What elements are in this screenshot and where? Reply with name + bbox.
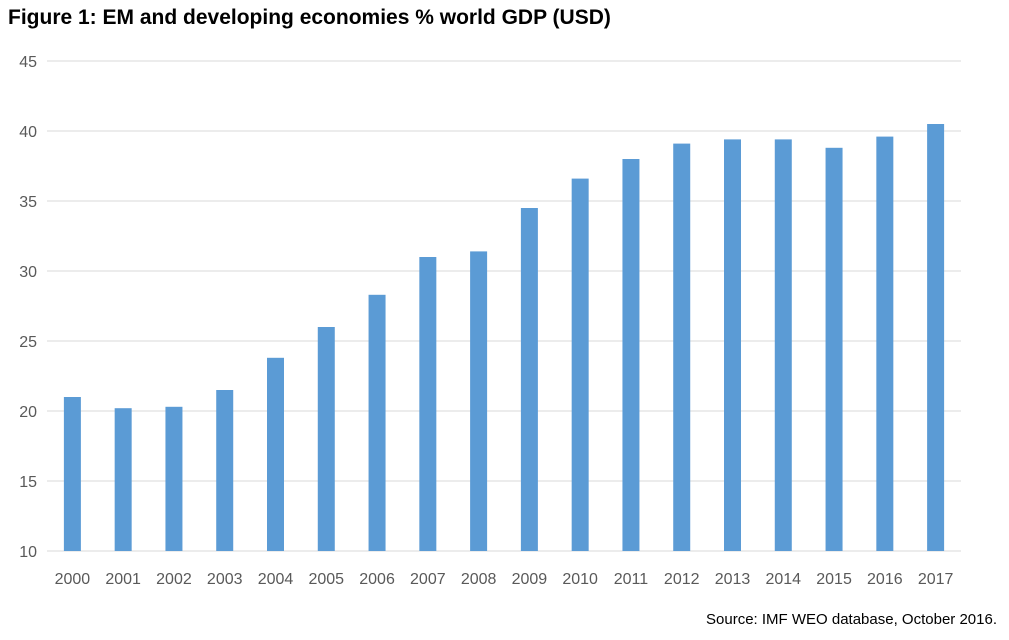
bar-2014 <box>774 139 792 551</box>
bar-2012 <box>673 143 691 551</box>
y-tick-label: 15 <box>19 474 37 491</box>
y-tick-label: 35 <box>19 194 37 211</box>
x-tick-label: 2012 <box>664 571 700 588</box>
x-tick-label: 2010 <box>562 571 598 588</box>
bars <box>63 124 945 552</box>
bar-2010 <box>571 178 589 551</box>
x-tick-label: 2015 <box>816 571 852 588</box>
x-axis-ticks: 2000 2001 2002 2003 2004 2005 2006 2007 2008 2009… <box>55 571 954 588</box>
x-tick-label: 2013 <box>715 571 751 588</box>
x-tick-label: 2005 <box>308 571 344 588</box>
bar-2006 <box>368 294 386 551</box>
gridlines <box>47 60 961 552</box>
bar-2001 <box>114 408 132 551</box>
x-tick-label: 2009 <box>512 571 548 588</box>
y-axis-ticks: 10 15 20 25 30 35 40 45 <box>19 54 37 561</box>
bar-2003 <box>216 390 234 551</box>
x-tick-label: 2016 <box>867 571 903 588</box>
x-tick-label: 2002 <box>156 571 192 588</box>
y-tick-label: 40 <box>19 124 37 141</box>
bar-2005 <box>317 327 335 551</box>
y-tick-label: 30 <box>19 264 37 281</box>
bar-2009 <box>520 208 538 551</box>
bar-2013 <box>724 139 741 551</box>
x-tick-label: 2011 <box>614 571 649 588</box>
bar-2007 <box>419 257 437 551</box>
bar-2015 <box>825 147 843 552</box>
y-tick-label: 25 <box>19 334 37 351</box>
x-tick-label: 2004 <box>258 571 294 588</box>
bar-2017 <box>927 124 945 551</box>
bar-2004 <box>267 357 284 551</box>
bar-2008 <box>470 251 488 551</box>
x-tick-label: 2007 <box>410 571 446 588</box>
x-tick-label: 2001 <box>105 571 141 588</box>
y-tick-label: 45 <box>19 54 37 71</box>
bar-2002 <box>165 406 183 551</box>
x-tick-label: 2003 <box>207 571 243 588</box>
x-tick-label: 2014 <box>765 571 801 588</box>
y-tick-label: 10 <box>19 544 37 561</box>
chart-title: Figure 1: EM and developing economies % … <box>8 6 611 29</box>
x-tick-label: 2008 <box>461 571 497 588</box>
x-tick-label: 2006 <box>359 571 395 588</box>
source-note: Source: IMF WEO database, October 2016. <box>706 611 997 628</box>
x-tick-label: 2017 <box>918 571 954 588</box>
y-tick-label: 20 <box>19 404 37 421</box>
bar-2011 <box>622 159 640 551</box>
x-tick-label: 2000 <box>55 571 91 588</box>
bar-2016 <box>876 136 894 551</box>
bar-2000 <box>63 397 81 551</box>
